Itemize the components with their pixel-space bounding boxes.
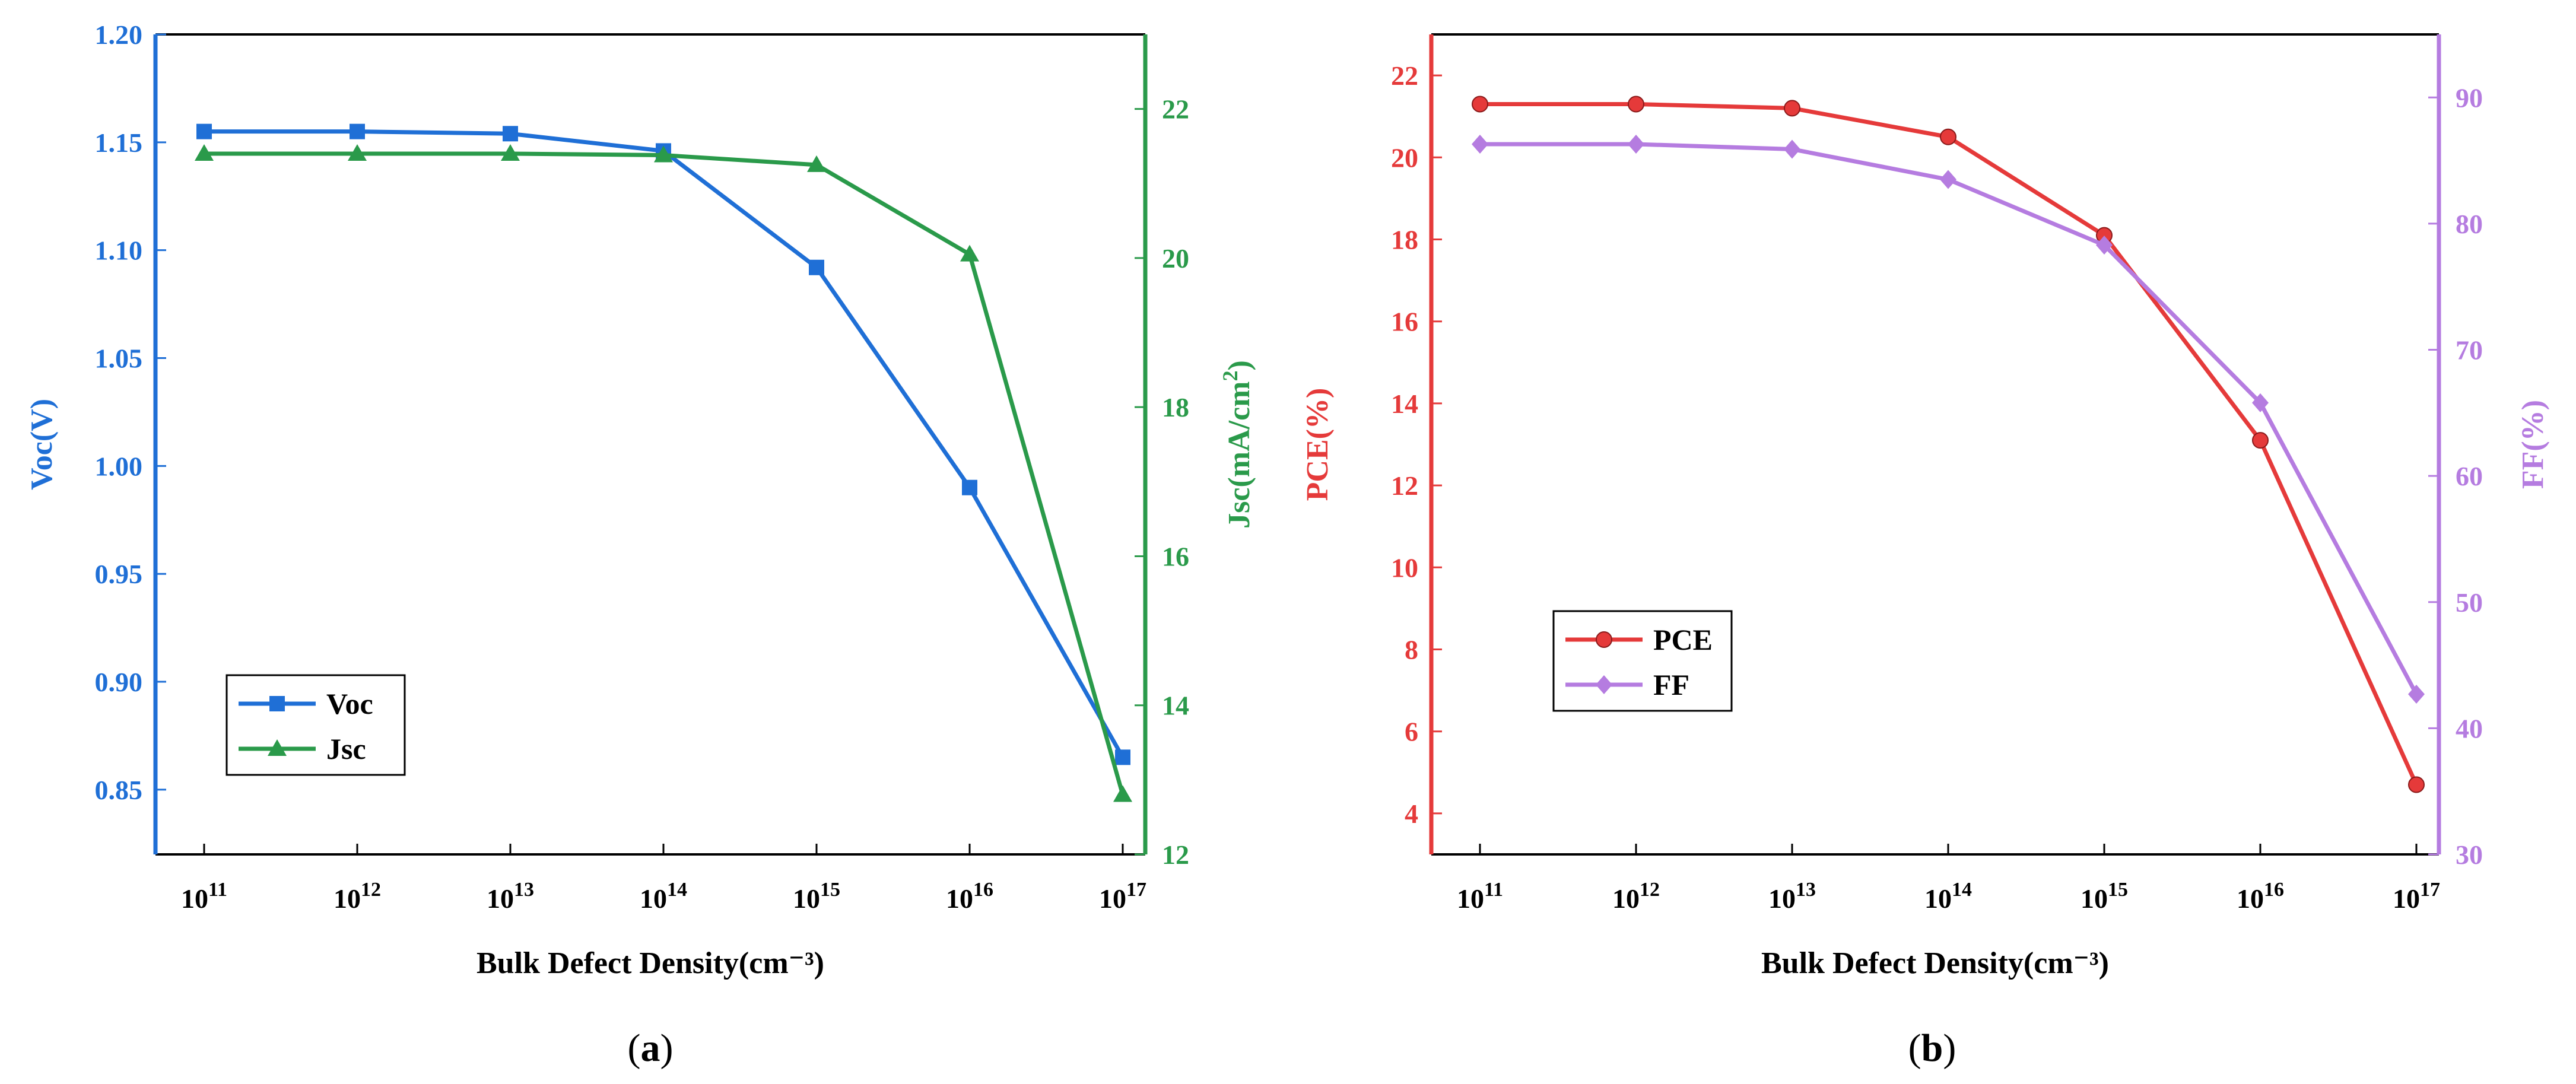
data-point-ff <box>1940 170 1956 189</box>
data-point-pce <box>2408 776 2425 793</box>
data-point-ff <box>2408 684 2425 704</box>
left-y-tick-label: 1.10 <box>95 236 143 266</box>
left-y-tick-label: 0.85 <box>95 775 143 805</box>
data-point-voc <box>1115 749 1130 765</box>
left-y-tick-label: 22 <box>1391 61 1418 91</box>
left-y-tick-label: 14 <box>1391 389 1418 419</box>
legend-box <box>225 674 406 776</box>
data-point-jsc <box>807 155 826 172</box>
legend-label-voc: Voc <box>326 687 373 720</box>
right-y-tick-label: 14 <box>1162 691 1189 721</box>
data-point-pce <box>1472 96 1488 113</box>
x-tick-label: 1013 <box>1768 879 1816 914</box>
data-point-jsc <box>960 244 979 262</box>
data-point-ff <box>2096 236 2113 255</box>
data-point-voc <box>503 126 518 142</box>
right-y-tick-label: 20 <box>1162 243 1189 274</box>
right-y-tick-label: 60 <box>2456 461 2483 491</box>
data-point-jsc <box>1113 785 1132 802</box>
data-point-pce <box>1940 128 1956 145</box>
legend-swatch-marker <box>1596 631 1612 648</box>
x-tick-label: 1012 <box>333 879 381 914</box>
right-y-tick-label: 70 <box>2456 335 2483 365</box>
data-point-pce <box>2252 432 2269 449</box>
left-y-axis-title: PCE(%) <box>1301 388 1335 501</box>
left-y-axis-title: Voc(V) <box>25 399 59 490</box>
data-point-ff <box>1784 139 1800 159</box>
right-y-tick-label: 30 <box>2456 840 2483 870</box>
left-y-tick-label: 12 <box>1391 471 1418 501</box>
legend-label-pce: PCE <box>1653 623 1713 656</box>
chart-panel-b: 1011 1012 1013 1014 1015 1016 1017468101214161… <box>1301 33 2550 1070</box>
data-point-jsc <box>195 144 214 161</box>
right-y-tick-label: 18 <box>1162 392 1189 422</box>
data-point-voc <box>962 479 977 495</box>
right-y-tick-label: 40 <box>2456 713 2483 743</box>
x-tick-label: 1016 <box>2237 879 2284 914</box>
panel-caption: (a) <box>628 1026 674 1070</box>
legend-swatch-marker <box>268 739 287 756</box>
left-y-tick-label: 0.95 <box>95 559 143 589</box>
left-y-tick-label: 4 <box>1405 799 1418 829</box>
left-y-tick-label: 1.20 <box>95 20 143 50</box>
left-y-tick-label: 10 <box>1391 552 1418 583</box>
legend-label-ff: FF <box>1653 668 1689 701</box>
x-tick-label: 1011 <box>1457 879 1503 914</box>
right-y-tick-label: 16 <box>1162 541 1189 571</box>
data-point-jsc <box>348 144 367 161</box>
x-tick-label: 1017 <box>2393 879 2440 914</box>
data-point-voc <box>350 123 365 139</box>
legend-box <box>1552 610 1733 712</box>
series-line-voc <box>204 129 1125 759</box>
left-y-tick-label: 8 <box>1405 635 1418 665</box>
right-y-axis-title: Jsc(mA/cm2) <box>1218 360 1256 529</box>
data-point-voc <box>809 259 824 275</box>
x-tick-label: 1015 <box>793 879 840 914</box>
data-point-jsc <box>501 144 520 161</box>
panel-caption: (b) <box>1908 1026 1956 1070</box>
x-tick-label: 1016 <box>946 879 993 914</box>
x-tick-label: 1013 <box>487 879 534 914</box>
left-y-tick-label: 0.90 <box>95 667 143 697</box>
right-y-axis-title: FF(%) <box>2516 400 2550 489</box>
x-tick-label: 1014 <box>1924 879 1972 914</box>
left-y-tick-label: 20 <box>1391 142 1418 173</box>
chart-panel-a: 1011 1012 1013 1014 1015 1016 1017 0.85 0.90 0.95… <box>25 20 1256 1070</box>
legend-swatch-marker <box>1596 675 1612 694</box>
x-tick-label: 1014 <box>640 879 687 914</box>
data-point-ff <box>1628 134 1644 154</box>
left-y-tick-label: 1.15 <box>95 128 143 158</box>
data-point-pce <box>1628 96 1644 113</box>
right-y-tick-label: 22 <box>1162 94 1189 125</box>
x-tick-label: 1015 <box>2081 879 2128 914</box>
right-y-tick-label: 12 <box>1162 840 1189 870</box>
legend-label-jsc: Jsc <box>326 732 366 765</box>
data-point-ff <box>1472 134 1488 154</box>
x-tick-label: 1012 <box>1612 879 1660 914</box>
left-y-tick-label: 6 <box>1405 717 1418 747</box>
x-tick-label: 1011 <box>181 879 227 914</box>
left-y-tick-label: 16 <box>1391 307 1418 337</box>
left-y-tick-label: 1.00 <box>95 451 143 481</box>
right-y-tick-label: 50 <box>2456 587 2483 618</box>
x-axis-title: Bulk Defect Density(cm⁻³) <box>477 946 824 980</box>
x-tick-label: 1017 <box>1099 879 1146 914</box>
data-point-pce <box>1784 100 1800 117</box>
right-y-tick-label: 90 <box>2456 82 2483 113</box>
data-point-voc <box>196 123 212 139</box>
right-y-tick-label: 80 <box>2456 209 2483 239</box>
x-axis-title: Bulk Defect Density(cm⁻³) <box>1761 946 2109 980</box>
left-y-tick-label: 1.05 <box>95 344 143 374</box>
left-y-tick-label: 18 <box>1391 225 1418 255</box>
legend-swatch-marker <box>269 696 285 711</box>
data-point-ff <box>2252 393 2269 412</box>
data-point-jsc <box>654 145 673 163</box>
